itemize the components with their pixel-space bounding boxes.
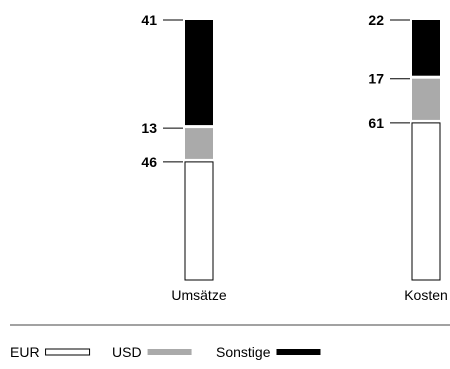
bar-umsatze-eur — [184, 161, 214, 281]
legend-label-sonstige: Sonstige — [216, 344, 271, 360]
legend-label-eur: EUR — [10, 344, 40, 360]
legend-swatch-eur — [45, 348, 91, 356]
value-label-umsatze-usd: 13 — [141, 120, 157, 136]
legend-label-usd: USD — [112, 344, 142, 360]
bar-kosten-eur — [411, 122, 441, 281]
chart-bars: 41 13 46 22 17 61 — [141, 12, 441, 281]
bar-kosten-sonstige — [412, 20, 440, 76]
legend-swatch-usd — [147, 349, 192, 355]
value-label-kosten-eur: 61 — [368, 115, 384, 131]
category-labels: Umsätze Kosten — [171, 287, 447, 303]
value-label-umsatze-sonstige: 41 — [141, 12, 157, 28]
bar-umsatze-sonstige — [185, 20, 213, 126]
legend: EUR USD Sonstige — [10, 344, 321, 360]
category-label-umsatze: Umsätze — [171, 287, 226, 303]
bar-kosten-usd — [412, 78, 440, 120]
value-label-kosten-usd: 17 — [368, 71, 384, 87]
bar-umsatze-usd — [185, 128, 213, 159]
legend-swatch-sonstige — [276, 349, 321, 355]
category-label-kosten: Kosten — [404, 287, 448, 303]
value-label-umsatze-eur: 46 — [141, 154, 157, 170]
value-label-kosten-sonstige: 22 — [368, 12, 384, 28]
